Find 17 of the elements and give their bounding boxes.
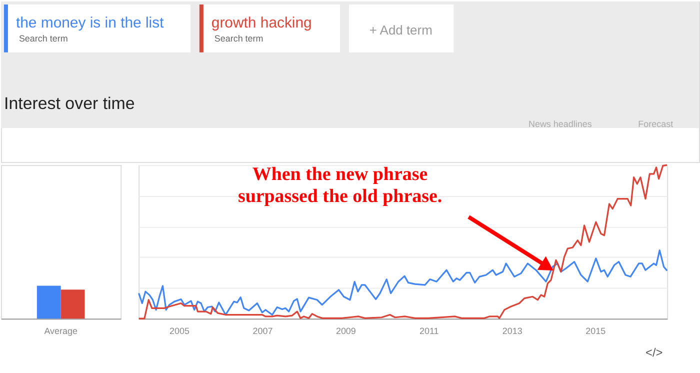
text: the money is in the list [16, 14, 165, 32]
text: Search term [214, 33, 264, 44]
x-tick-label: 2009 [336, 326, 356, 336]
chart-title: Interest over time [4, 94, 135, 114]
x-tick-label: 2007 [252, 326, 273, 336]
x-tick-label: 2011 [420, 326, 439, 336]
text: Search term [18, 33, 68, 44]
x-tick-label: 2005 [169, 326, 190, 336]
text: + Add term [369, 22, 432, 38]
text: growth hacking [211, 14, 312, 32]
x-tick-label: 2013 [502, 326, 522, 336]
x-tick-label: Average [44, 326, 78, 336]
x-tick-label: 2015 [586, 326, 606, 336]
text: </> [645, 345, 663, 360]
text: Forecast [638, 119, 674, 130]
annotation: When the new phrase surpassed the old phrase. [238, 164, 442, 207]
text: News headlines [528, 119, 592, 130]
